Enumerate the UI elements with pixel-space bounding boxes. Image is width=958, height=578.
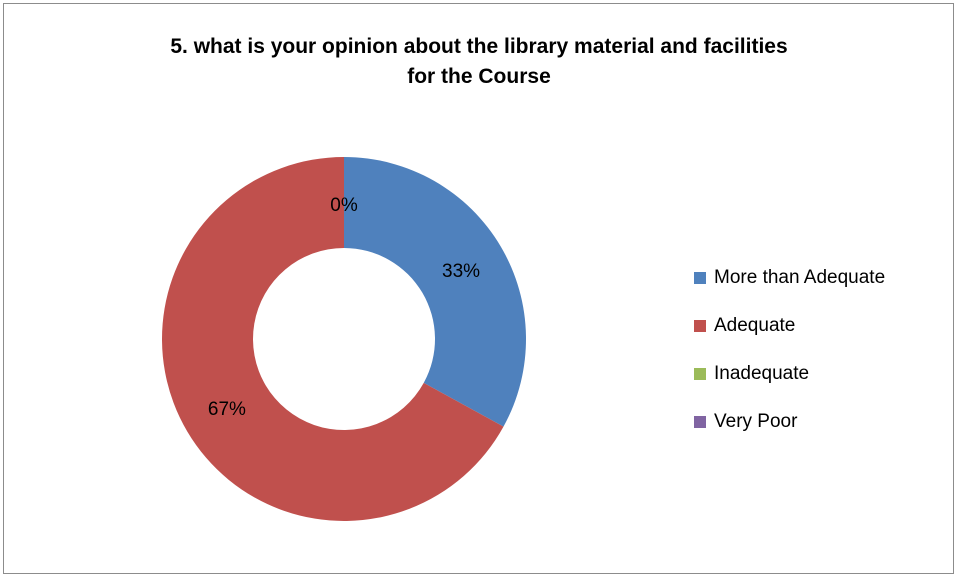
legend-label-adequate: Adequate	[714, 315, 796, 336]
legend-swatch-very-poor	[694, 416, 706, 428]
chart-legend: More than Adequate Adequate Inadequate V…	[694, 254, 956, 446]
legend-label-more-than-adequate: More than Adequate	[714, 267, 886, 288]
legend-item-very-poor: Very Poor	[694, 398, 956, 446]
legend-item-more-than-adequate: More than Adequate	[694, 254, 956, 302]
legend-item-inadequate: Inadequate	[694, 350, 956, 398]
legend-swatch-inadequate	[694, 368, 706, 380]
chart-title-line-2: for the Course	[407, 65, 551, 88]
chart-title: 5. what is your opinion about the librar…	[0, 32, 958, 92]
data-label-adequate: 67%	[208, 399, 246, 420]
legend-swatch-more-than-adequate	[694, 272, 706, 284]
chart-title-line-1: 5. what is your opinion about the librar…	[170, 35, 788, 58]
donut-data-labels: 33% 67% 0%	[208, 195, 480, 420]
donut-slice-adequate	[162, 156, 504, 521]
legend-item-adequate: Adequate	[694, 302, 956, 350]
legend-swatch-adequate	[694, 320, 706, 332]
data-label-more-than-adequate: 33%	[442, 261, 480, 282]
data-label-inadequate: 0%	[330, 195, 358, 216]
donut-slices	[162, 156, 527, 521]
donut-slice-more-than-adequate	[344, 157, 527, 427]
legend-label-very-poor: Very Poor	[714, 411, 798, 432]
legend-label-inadequate: Inadequate	[714, 363, 810, 384]
